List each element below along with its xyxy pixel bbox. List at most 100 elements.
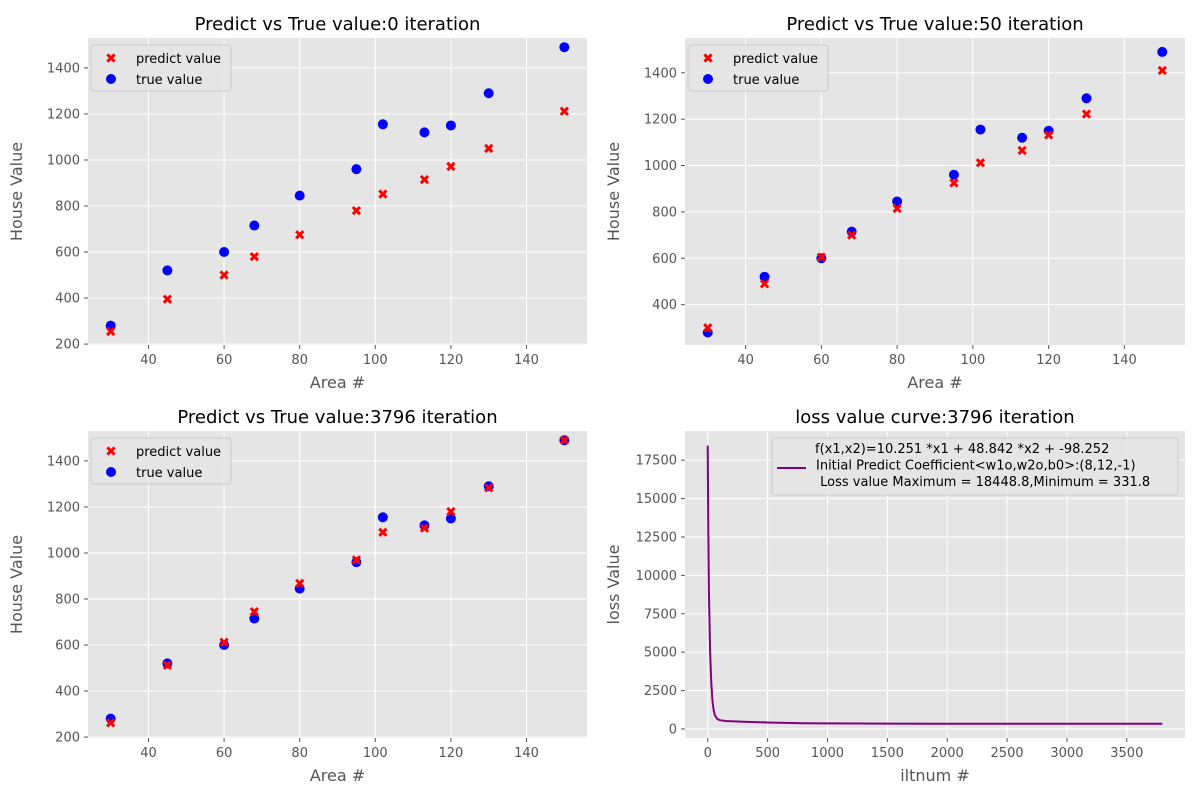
predict-value-point	[1043, 130, 1054, 140]
predict-value-point	[351, 555, 362, 565]
true-value-point	[219, 247, 230, 258]
y-tick-label: 200	[55, 338, 80, 353]
x-tick-label: 3000	[1050, 746, 1083, 761]
y-tick-label: 1200	[47, 107, 80, 122]
legend: predict value true value	[90, 44, 232, 92]
true-value-point	[419, 520, 430, 531]
predict-value-point	[106, 326, 116, 337]
y-tick-label: 1200	[47, 500, 80, 515]
legend-label-predict: predict value	[136, 445, 221, 460]
x-tick-label: 60	[216, 746, 233, 761]
true-value-point	[559, 42, 570, 53]
predict-value-point	[249, 606, 259, 617]
y-tick-label: 15000	[636, 492, 677, 507]
y-tick-label: 600	[55, 246, 80, 261]
predict-value-point	[219, 270, 229, 280]
legend-marker-predict	[703, 53, 713, 63]
legend-label-predict: predict value	[136, 52, 221, 67]
y-tick-label: 800	[55, 592, 80, 607]
predict-value-point	[559, 106, 569, 116]
x-tick-label: 1500	[871, 746, 904, 761]
x-tick-label: 0	[704, 746, 712, 761]
x-tick-label: 140	[514, 353, 539, 368]
y-tick-label: 1000	[47, 546, 80, 561]
legend: predict value true value	[687, 44, 829, 92]
predict-value-point	[351, 205, 362, 216]
y-axis-label: House Value	[604, 142, 623, 241]
true-value-point	[219, 640, 230, 651]
true-value-point	[377, 119, 388, 130]
legend-label-true: true value	[136, 73, 202, 88]
x-tick-label: 100	[363, 353, 388, 368]
predict-value-point	[892, 203, 902, 214]
y-tick-label: 7500	[644, 607, 677, 622]
legend-label-predict: predict value	[733, 52, 818, 67]
x-tick-label: 1000	[811, 746, 844, 761]
y-tick-label: 400	[55, 292, 80, 307]
y-tick-label: 200	[55, 731, 80, 746]
legend-marker-true	[703, 74, 713, 84]
x-tick-label: 40	[140, 746, 157, 761]
y-axis-label: House Value	[7, 535, 26, 634]
loss-curve	[706, 445, 1163, 725]
y-tick-label: 10000	[636, 569, 677, 584]
true-value-point	[445, 120, 456, 131]
legend-label-true: true value	[136, 466, 202, 481]
x-tick-label: 100	[363, 746, 388, 761]
chart-panel-4: 0 500 1000 1500 2000 2500 3000 3500 0 2500 5000 750…	[604, 407, 1185, 785]
predict-value-point	[295, 230, 305, 240]
predict-value-point	[446, 506, 456, 517]
predict-value-point	[484, 143, 494, 154]
x-tick-label: 80	[889, 353, 906, 368]
y-tick-label: 1400	[47, 61, 80, 76]
predict-value-point	[378, 189, 388, 199]
x-axis-label: Area #	[310, 373, 365, 392]
true-value-point	[294, 190, 305, 201]
x-tick-label: 3500	[1110, 746, 1143, 761]
x-tick-label: 100	[960, 353, 985, 368]
predict-value-point	[378, 527, 388, 537]
y-tick-label: 1400	[644, 66, 677, 81]
predict-value-point	[847, 230, 857, 240]
predict-value-point	[1017, 145, 1027, 156]
true-value-point	[483, 88, 494, 99]
y-tick-label: 0	[669, 722, 677, 737]
y-tick-label: 17500	[636, 454, 677, 469]
y-tick-label: 600	[55, 639, 80, 654]
true-value-point	[1081, 93, 1092, 104]
true-value-point	[249, 220, 260, 231]
y-tick-label: 2500	[644, 684, 677, 699]
x-tick-label: 2000	[931, 746, 964, 761]
true-value-point	[1157, 46, 1168, 57]
chart-title: loss value curve:3796 iteration	[795, 407, 1074, 428]
legend: predict value true value	[90, 437, 232, 485]
predict-value-point	[1081, 109, 1092, 119]
y-tick-label: 5000	[644, 646, 677, 661]
legend: f(x1,x2)=10.251 *x1 + 48.842 *x2 + -98.2…	[771, 437, 1179, 496]
x-axis-label: Area #	[310, 766, 365, 785]
true-value-point	[162, 265, 173, 276]
x-tick-label: 120	[438, 746, 463, 761]
y-tick-label: 1000	[47, 153, 80, 168]
x-tick-label: 140	[514, 746, 539, 761]
y-tick-label: 12500	[636, 530, 677, 545]
legend-text-line-2: Initial Predict Coefficient<w1o,w2o,b0>:…	[816, 459, 1136, 474]
x-axis-label: Area #	[907, 373, 962, 392]
x-tick-label: 40	[737, 353, 754, 368]
predict-value-point	[162, 660, 173, 670]
y-tick-label: 1200	[644, 113, 677, 128]
legend-marker-true	[106, 74, 116, 84]
chart-title: Predict vs True value:0 iteration	[195, 14, 481, 35]
y-tick-label: 400	[652, 298, 677, 313]
predict-value-point	[249, 251, 259, 262]
chart-panel-2: 40 60 80 100 120 140 400 600 800 1000 1200 1400 Pred…	[604, 14, 1185, 392]
predict-value-point	[219, 637, 229, 647]
predict-value-point	[759, 279, 770, 289]
chart-title: Predict vs True value:3796 iteration	[177, 407, 497, 428]
x-tick-label: 500	[755, 746, 780, 761]
predict-value-point	[295, 578, 305, 589]
predict-value-point	[703, 323, 713, 333]
chart-panel-1: 40 60 80 100 120 140 200 400 600 800 1000 1200 1400 P…	[7, 14, 587, 392]
predict-value-point	[106, 718, 116, 728]
